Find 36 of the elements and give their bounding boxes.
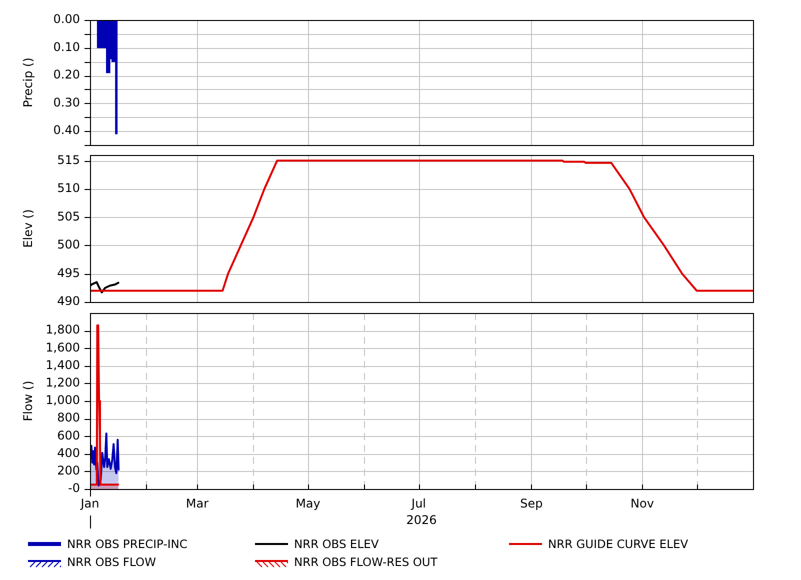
y-tick-label: 0.30 [53,95,80,110]
y-axis-title: Flow () [21,380,36,422]
x-tick-label: Mar [186,496,209,510]
legend-label: NRR OBS FLOW [67,555,156,569]
x-tick-label: Nov [630,496,654,510]
y-axis-title: Precip () [21,58,36,108]
y-tick-label: 400 [57,446,80,460]
y-tick-label: 505 [57,209,80,224]
x-tick-label: Jul [410,496,426,510]
y-tick-label: 1,600 [46,340,80,354]
y-tick-label: 510 [57,181,80,196]
y-tick-label: 490 [57,294,80,308]
legend-label: NRR GUIDE CURVE ELEV [548,537,688,551]
y-tick-label: 200 [57,464,80,478]
y-tick-label: -0 [68,481,80,496]
y-tick-label: 800 [57,410,80,425]
y-tick-label: 600 [57,428,80,442]
legend-label: NRR OBS FLOW-RES OUT [294,555,438,569]
x-axis-title: 2026 [406,513,437,528]
y-tick-label: 0.10 [53,40,80,54]
y-tick-label: 515 [57,152,80,167]
x-tick-label: May [296,496,320,510]
y-tick-label: 0.40 [53,123,80,138]
y-tick-label: 495 [57,266,80,280]
y-tick-label: 1,000 [46,393,80,408]
y-axis-title: Elev () [21,209,36,248]
legend-label: NRR OBS PRECIP-INC [67,537,188,551]
y-tick-label: 1,800 [46,322,80,337]
y-tick-label: 1,400 [46,358,80,372]
y-tick-label: 500 [57,238,80,252]
x-tick-label: Jan [80,496,100,510]
y-tick-label: 1,200 [46,376,80,390]
y-tick-label: 0.20 [53,68,80,82]
y-tick-label: 0.00 [53,12,80,26]
x-tick-label: Sep [520,496,543,510]
legend-label: NRR OBS ELEV [294,537,379,551]
